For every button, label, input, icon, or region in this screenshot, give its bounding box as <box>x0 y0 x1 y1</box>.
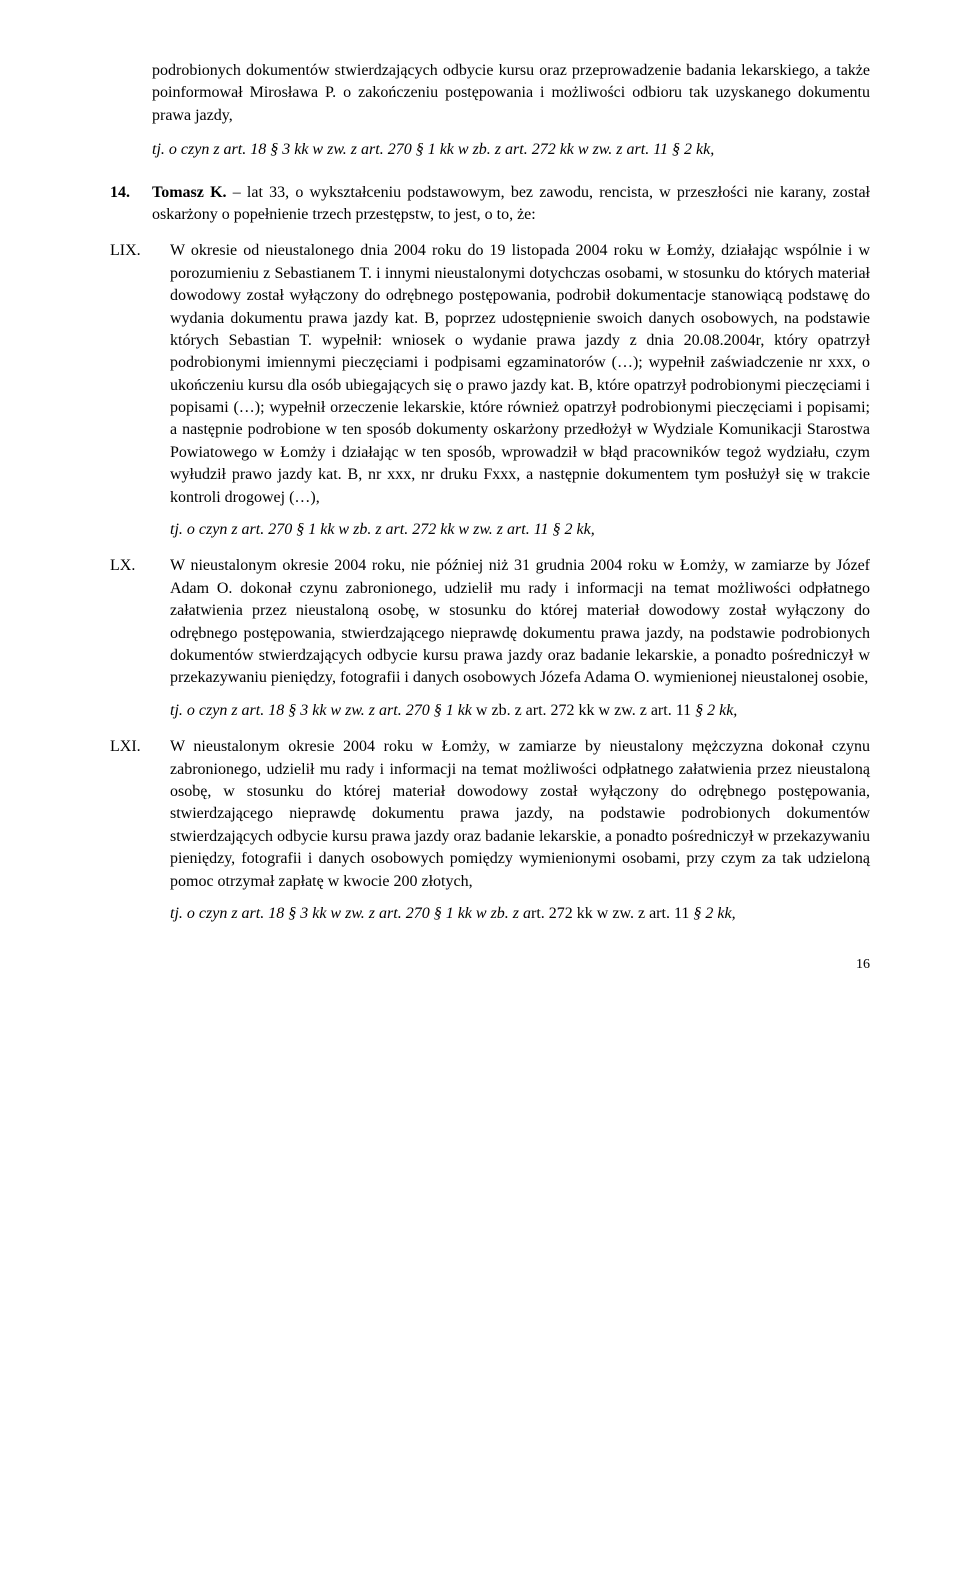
count-lix-text: W okresie od nieustalonego dnia 2004 rok… <box>170 240 870 509</box>
defendant-14-text: Tomasz K. – lat 33, o wykształceniu pods… <box>152 182 870 227</box>
count-lx-tj-mid: w zb. z art. 272 kk w zw. z art. 11 <box>476 702 695 719</box>
intro-tj: tj. o czyn z art. 18 § 3 kk w zw. z art.… <box>152 139 870 161</box>
count-lix-label: LIX. <box>110 240 170 509</box>
count-lxi-tj-prefix: tj. o czyn z art. 18 § 3 kk w zw. z art.… <box>170 905 531 922</box>
count-lx-tj-prefix: tj. o czyn z art. 18 § 3 kk w zw. z art.… <box>170 702 476 719</box>
defendant-14-name: Tomasz K. <box>152 184 227 201</box>
count-lix-tj: tj. o czyn z art. 270 § 1 kk w zb. z art… <box>170 519 870 541</box>
count-lx-tj-suffix: § 2 kk, <box>695 702 737 719</box>
defendant-14: 14. Tomasz K. – lat 33, o wykształceniu … <box>110 182 870 227</box>
count-lxi-text: W nieustalonym okresie 2004 roku w Łomży… <box>170 736 870 893</box>
page-number: 16 <box>110 955 870 975</box>
defendant-14-rest: – lat 33, o wykształceniu podstawowym, b… <box>152 184 870 223</box>
count-lx-tj: tj. o czyn z art. 18 § 3 kk w zw. z art.… <box>170 700 870 722</box>
count-lx: LX. W nieustalonym okresie 2004 roku, ni… <box>110 555 870 689</box>
defendant-14-number: 14. <box>110 182 152 227</box>
count-lxi: LXI. W nieustalonym okresie 2004 roku w … <box>110 736 870 893</box>
count-lx-text: W nieustalonym okresie 2004 roku, nie pó… <box>170 555 870 689</box>
count-lxi-tj: tj. o czyn z art. 18 § 3 kk w zw. z art.… <box>170 903 870 925</box>
count-lxi-label: LXI. <box>110 736 170 893</box>
count-lxi-tj-mid: rt. 272 kk w zw. z art. 11 <box>531 905 693 922</box>
count-lxi-tj-suffix: § 2 kk, <box>693 905 735 922</box>
count-lix: LIX. W okresie od nieustalonego dnia 200… <box>110 240 870 509</box>
count-lx-label: LX. <box>110 555 170 689</box>
intro-paragraph: podrobionych dokumentów stwierdzających … <box>152 60 870 127</box>
